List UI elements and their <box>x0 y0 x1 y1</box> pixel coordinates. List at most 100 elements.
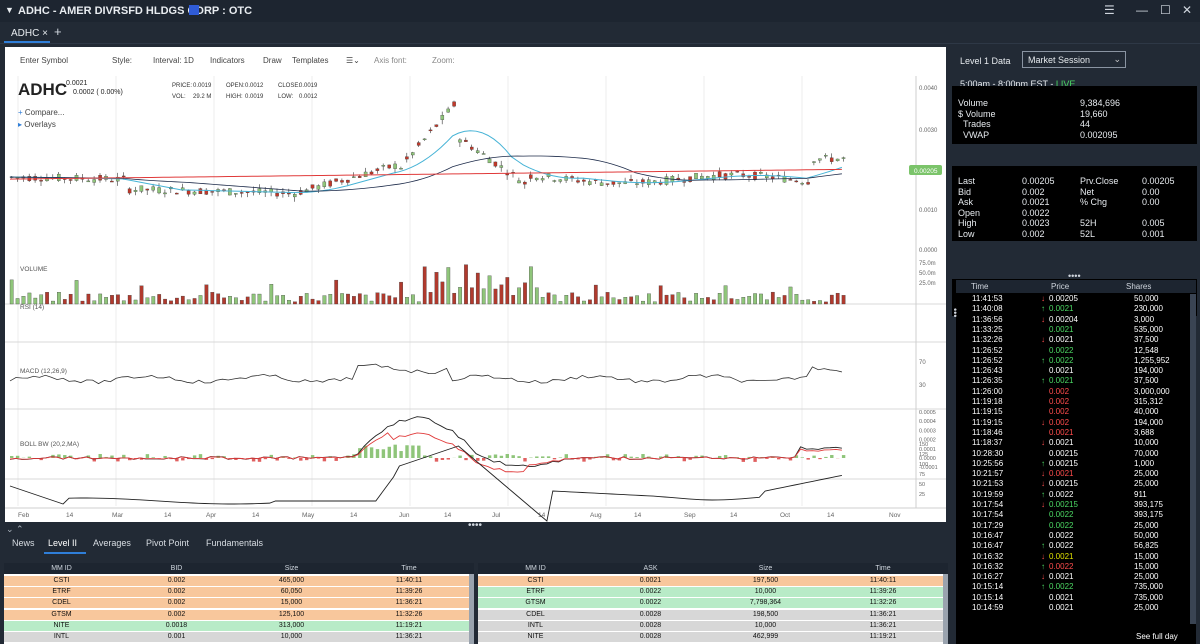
quote-label: Open <box>958 207 981 218</box>
candle-up <box>234 193 238 195</box>
axis-font-control[interactable]: Axis font: <box>374 56 407 65</box>
chevron-down-icon: ⌄ <box>1113 54 1121 64</box>
macd-hist-bar <box>476 458 480 461</box>
macd-axis-label: -0.0001 <box>919 465 938 471</box>
compare-link[interactable]: + Compare... <box>18 108 64 117</box>
trade-price: 0.00215 <box>1049 448 1078 458</box>
volume-bar <box>116 294 120 305</box>
volume-bar <box>605 292 610 305</box>
splitter-grip-icon[interactable]: •••• <box>1068 271 1081 281</box>
volume-bar <box>452 292 457 305</box>
candle-down <box>287 192 291 195</box>
tab-fundamentals[interactable]: Fundamentals <box>206 538 264 548</box>
candle-up <box>517 180 521 184</box>
tab-averages[interactable]: Averages <box>93 538 131 548</box>
maximize-icon[interactable]: ☐ <box>1160 3 1171 17</box>
candle-down <box>829 157 834 162</box>
candle-down <box>375 168 380 171</box>
table-row[interactable]: CSTI 0.0021 197,500 11:40:11 <box>478 576 948 586</box>
volume-bar <box>776 297 781 305</box>
see-full-day-link[interactable]: See full day <box>1136 632 1178 641</box>
macd-hist-bar <box>611 458 616 461</box>
close-icon[interactable]: ✕ <box>1182 3 1193 17</box>
table-row[interactable]: GTSM 0.0022 7,798,364 11:32:26 <box>478 598 948 609</box>
style-menu[interactable]: Style: <box>112 56 133 65</box>
table-row[interactable]: CSTI 0.002 465,000 11:40:11 <box>4 576 474 586</box>
trade-price: 0.0021 <box>1049 324 1074 334</box>
table-cell: 0.002 <box>167 588 186 596</box>
trade-row: 10:16:47 ↑ 0.0022 56,825 <box>956 541 1186 551</box>
volume-bar <box>487 275 492 305</box>
table-row[interactable]: NITE 0.0028 462,999 11:19:21 <box>478 632 948 642</box>
quote-value: 0.00 <box>1142 186 1160 197</box>
drag-handle-icon[interactable]: ••• <box>950 308 960 318</box>
price-value: 0.0019 <box>193 83 212 89</box>
templates-menu[interactable]: Templates <box>292 56 329 65</box>
volume-bar <box>593 284 598 305</box>
tab-news[interactable]: News <box>12 538 35 548</box>
tab-adhc[interactable]: ADHC × <box>4 22 50 43</box>
volume-bar <box>251 293 256 305</box>
bollbw-axis-label: 25 <box>919 492 925 498</box>
trade-shares: 25,000 <box>1134 520 1159 530</box>
time-and-sales: Time Price Shares 11:41:53 ↓ 0.00205 50,000 11… <box>956 280 1196 644</box>
trade-price: 0.002 <box>1049 386 1070 396</box>
volume-bar <box>316 300 321 305</box>
macd-hist-bar <box>145 454 150 458</box>
table-row[interactable]: CDEL 0.0028 198,500 11:36:21 <box>478 609 948 620</box>
table-row[interactable]: GTSM 0.002 125,100 11:32:26 <box>4 609 474 620</box>
volume-bar <box>68 293 73 305</box>
trade-price: 0.00215 <box>1049 500 1078 509</box>
table-cell: 0.0022 <box>639 588 662 596</box>
table-row[interactable]: INTL 0.0028 10,000 11:36:21 <box>478 620 948 631</box>
scrollbar[interactable] <box>943 574 948 644</box>
table-row[interactable]: NITE 0.0018 313,000 11:19:21 <box>4 620 474 631</box>
quote-value: 0.001 <box>1142 228 1165 239</box>
session-hours: 5:00am - 8:00pm EST - LIVE <box>960 79 1076 89</box>
tab-pivot-point[interactable]: Pivot Point <box>146 538 190 548</box>
table-row[interactable]: ETRF 0.002 60,050 11:39:26 <box>4 587 474 598</box>
add-tab-icon[interactable]: + <box>54 24 62 39</box>
list-icon[interactable]: ☰⌄ <box>346 56 360 65</box>
scrollbar[interactable] <box>469 574 474 644</box>
table-row[interactable]: CDEL 0.002 15,000 11:36:21 <box>4 598 474 609</box>
volume-bar <box>51 300 55 305</box>
scrollbar[interactable] <box>1190 294 1196 624</box>
macd-hist-bar <box>664 454 669 458</box>
volume-bar <box>517 287 521 305</box>
chart-panel[interactable]: 0.00400.00300.00200.00100.00000.0020575.… <box>4 46 947 523</box>
table-row[interactable]: INTL 0.001 10,000 11:36:21 <box>4 632 474 642</box>
splitter-grip-icon[interactable]: •••• <box>468 520 483 531</box>
candle-down <box>529 174 533 179</box>
volume-bar <box>470 287 474 305</box>
panel-splitter[interactable]: ⌄ ⌃ •••• <box>0 520 948 534</box>
interval-menu[interactable]: Interval: 1D <box>153 56 194 65</box>
menu-icon[interactable]: ☰ <box>1104 3 1115 17</box>
link-color-icon[interactable] <box>189 5 199 15</box>
volume-bar <box>375 292 380 305</box>
candle-up <box>92 179 96 183</box>
volume-bar <box>405 297 409 305</box>
indicators-menu[interactable]: Indicators <box>210 56 245 65</box>
symbol-input[interactable]: Enter Symbol <box>20 56 69 65</box>
window-menu-icon[interactable]: ▼ <box>5 5 14 15</box>
tab-label: ADHC × <box>11 28 48 39</box>
volume-bar <box>245 296 250 305</box>
volume-bar <box>428 292 433 305</box>
session-select[interactable]: Market Session ⌄ <box>1022 51 1126 68</box>
tab-level-ii[interactable]: Level II <box>48 538 78 548</box>
live-badge: LIVE <box>1055 79 1076 89</box>
zoom-control[interactable]: Zoom: <box>432 56 455 65</box>
overlays-link[interactable]: ▸ Overlays <box>18 120 56 129</box>
volume-bar <box>670 294 675 305</box>
macd-hist-bar <box>629 456 633 458</box>
volume-bar <box>717 293 722 305</box>
minimize-icon[interactable]: — <box>1136 3 1148 17</box>
trade-price: 0.00215 <box>1049 479 1078 489</box>
current-price-badge <box>909 165 942 175</box>
draw-button[interactable]: Draw <box>263 56 282 65</box>
chart-canvas[interactable]: 0.00400.00300.00200.00100.00000.0020575.… <box>4 46 947 523</box>
macd-hist-bar <box>63 455 67 458</box>
collapse-icon[interactable]: ⌄ ⌃ <box>6 524 24 534</box>
table-row[interactable]: ETRF 0.0022 10,000 11:39:26 <box>478 587 948 598</box>
